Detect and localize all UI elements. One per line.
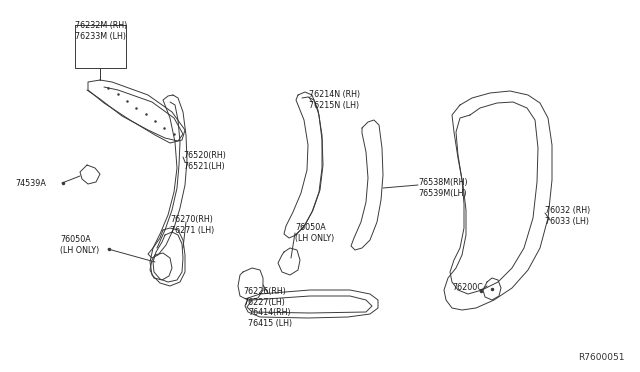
Text: 76414(RH)
76415 (LH): 76414(RH) 76415 (LH) [248,308,292,328]
Text: 76520(RH)
76521(LH): 76520(RH) 76521(LH) [183,151,226,171]
Text: 74539A: 74539A [15,179,46,188]
Text: R7600051: R7600051 [579,353,625,362]
Text: 76032 (RH)
76033 (LH): 76032 (RH) 76033 (LH) [545,206,590,226]
Text: 76200C: 76200C [452,283,483,292]
Text: 76226(RH)
76227(LH): 76226(RH) 76227(LH) [243,287,286,307]
Text: 76270(RH)
76271 (LH): 76270(RH) 76271 (LH) [170,215,214,235]
Text: 76050A
(LH ONLY): 76050A (LH ONLY) [60,235,99,255]
Text: 76050A
(LH ONLY): 76050A (LH ONLY) [295,223,334,243]
Text: 76538M(RH)
76539M(LH): 76538M(RH) 76539M(LH) [418,178,468,198]
Text: 76214N (RH)
76215N (LH): 76214N (RH) 76215N (LH) [309,90,360,110]
Text: 76232M (RH)
76233M (LH): 76232M (RH) 76233M (LH) [75,21,127,41]
